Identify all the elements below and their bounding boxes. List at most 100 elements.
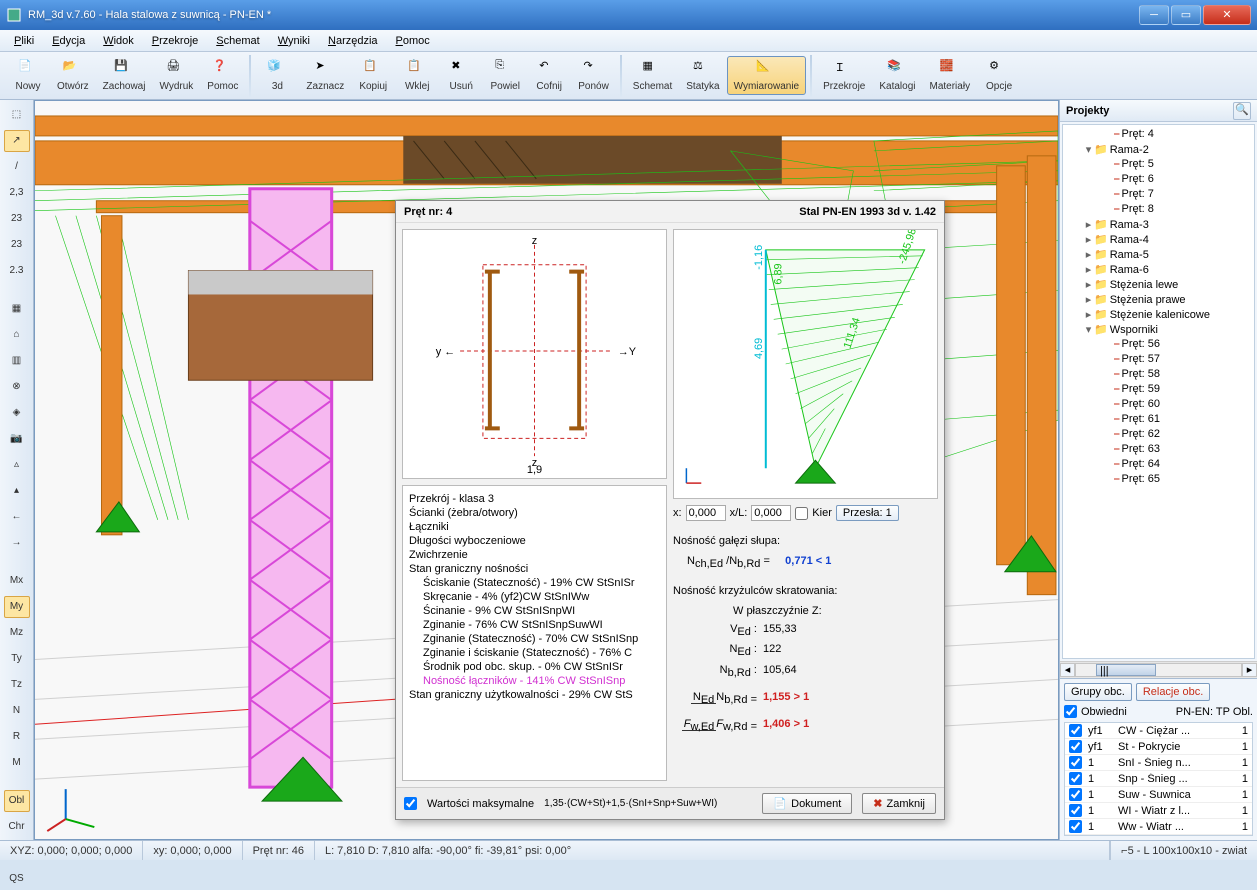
- load-row[interactable]: 1Snp - Śnieg ...1: [1065, 771, 1252, 787]
- tree-node[interactable]: ⎯Pręt: 4: [1063, 127, 1254, 142]
- tree-node[interactable]: ⎯Pręt: 8: [1063, 202, 1254, 217]
- result-row[interactable]: Skręcanie - 4% (yf2)CW StSnIWw: [409, 590, 660, 604]
- toolbar-opcje[interactable]: ⚙Opcje: [977, 56, 1021, 95]
- result-row[interactable]: Przekrój - klasa 3: [409, 492, 660, 506]
- toolbar-cofnij[interactable]: ↶Cofnij: [527, 56, 571, 95]
- left-tool[interactable]: 2.3: [4, 260, 30, 282]
- tree-node[interactable]: ▸📁Rama-6: [1063, 262, 1254, 277]
- tree-node[interactable]: ▸📁Stężenia lewe: [1063, 277, 1254, 292]
- left-tool[interactable]: ⌂: [4, 324, 30, 346]
- search-icon[interactable]: 🔍: [1233, 102, 1251, 120]
- left-tool[interactable]: My: [4, 596, 30, 618]
- tree-node[interactable]: ⎯Pręt: 56: [1063, 337, 1254, 352]
- toolbar-powiel[interactable]: ⎘Powiel: [483, 56, 527, 95]
- maximize-button[interactable]: ▭: [1171, 5, 1201, 25]
- left-tool[interactable]: Chr: [4, 816, 30, 838]
- zamknij-button[interactable]: ✖ Zamknij: [862, 793, 936, 814]
- relacje-button[interactable]: Relacje obc.: [1136, 683, 1211, 701]
- left-tool[interactable]: ▵: [4, 454, 30, 476]
- tree-node[interactable]: ⎯Pręt: 58: [1063, 367, 1254, 382]
- left-tool[interactable]: ↗: [4, 130, 30, 152]
- menu-schemat[interactable]: Schemat: [208, 33, 267, 49]
- left-tool[interactable]: N: [4, 700, 30, 722]
- tree-node[interactable]: ▾📁Wsporniki: [1063, 322, 1254, 337]
- toolbar-kopiuj[interactable]: 📋Kopiuj: [351, 56, 395, 95]
- tree-node[interactable]: ⎯Pręt: 61: [1063, 412, 1254, 427]
- wartosci-checkbox[interactable]: [404, 797, 417, 810]
- left-tool[interactable]: 23: [4, 234, 30, 256]
- left-tool[interactable]: ▦: [4, 298, 30, 320]
- toolbar-katalogi[interactable]: 📚Katalogi: [872, 56, 922, 95]
- close-button[interactable]: ✕: [1203, 5, 1251, 25]
- left-tool[interactable]: ←: [4, 506, 30, 528]
- toolbar-materiały[interactable]: 🧱Materiały: [923, 56, 978, 95]
- grupy-button[interactable]: Grupy obc.: [1064, 683, 1132, 701]
- menu-wyniki[interactable]: Wyniki: [270, 33, 318, 49]
- result-row[interactable]: Zginanie i ściskanie (Stateczność) - 76%…: [409, 646, 660, 660]
- left-tool[interactable]: M: [4, 752, 30, 774]
- tree-node[interactable]: ⎯Pręt: 57: [1063, 352, 1254, 367]
- toolbar-pomoc[interactable]: ❓Pomoc: [200, 56, 245, 95]
- left-tool[interactable]: 📷: [4, 428, 30, 450]
- result-row[interactable]: Ściskanie (Stateczność) - 19% CW StSnISr: [409, 576, 660, 590]
- tree-node[interactable]: ⎯Pręt: 62: [1063, 427, 1254, 442]
- left-tool[interactable]: QS: [4, 868, 30, 890]
- result-row[interactable]: Stan graniczny użytkowalności - 29% CW S…: [409, 688, 660, 702]
- left-tool[interactable]: Mx: [4, 570, 30, 592]
- x-input[interactable]: [686, 505, 726, 521]
- left-tool[interactable]: ◈: [4, 402, 30, 424]
- toolbar-zaznacz[interactable]: ➤Zaznacz: [299, 56, 351, 95]
- left-tool[interactable]: Ty: [4, 648, 30, 670]
- tree-node[interactable]: ⎯Pręt: 59: [1063, 382, 1254, 397]
- toolbar-ponów[interactable]: ↷Ponów: [571, 56, 616, 95]
- result-row[interactable]: Zginanie - 76% CW StSnISnpSuwWI: [409, 618, 660, 632]
- load-row[interactable]: yf1CW - Ciężar ...1: [1065, 723, 1252, 739]
- toolbar-3d[interactable]: 🧊3d: [255, 56, 299, 95]
- toolbar-wymiarowanie[interactable]: 📐Wymiarowanie: [727, 56, 806, 95]
- left-tool[interactable]: 2,3: [4, 182, 30, 204]
- cross-section-panel[interactable]: z z y ← →Y 1,9: [402, 229, 667, 479]
- results-list[interactable]: Przekrój - klasa 3Ścianki (żebra/otwory)…: [402, 485, 667, 781]
- obwiedni-checkbox[interactable]: [1064, 705, 1077, 718]
- result-row[interactable]: Stan graniczny nośności: [409, 562, 660, 576]
- minimize-button[interactable]: ─: [1139, 5, 1169, 25]
- left-tool[interactable]: /: [4, 156, 30, 178]
- project-tree[interactable]: ⎯Pręt: 4▾📁Rama-2⎯Pręt: 5⎯Pręt: 6⎯Pręt: 7…: [1062, 124, 1255, 659]
- toolbar-przekroje[interactable]: ＩPrzekroje: [816, 56, 872, 95]
- toolbar-wklej[interactable]: 📋Wklej: [395, 56, 439, 95]
- result-row[interactable]: Długości wyboczeniowe: [409, 534, 660, 548]
- tree-hscrollbar[interactable]: ◂ |||▸: [1060, 661, 1257, 678]
- menu-widok[interactable]: Widok: [95, 33, 142, 49]
- tree-node[interactable]: ⎯Pręt: 5: [1063, 157, 1254, 172]
- left-tool[interactable]: R: [4, 726, 30, 748]
- dokument-button[interactable]: 📄 Dokument: [762, 793, 852, 814]
- load-row[interactable]: yf1St - Pokrycie1: [1065, 739, 1252, 755]
- tree-node[interactable]: ⎯Pręt: 7: [1063, 187, 1254, 202]
- result-row[interactable]: Ścianki (żebra/otwory): [409, 506, 660, 520]
- left-tool[interactable]: ⬚: [4, 104, 30, 126]
- przesla-button[interactable]: Przesła: 1: [836, 505, 899, 521]
- toolbar-zachowaj[interactable]: 💾Zachowaj: [96, 56, 153, 95]
- result-row[interactable]: Zwichrzenie: [409, 548, 660, 562]
- left-tool[interactable]: 23: [4, 208, 30, 230]
- force-diagram[interactable]: -245,98 111,34 6,89 4,69 -1,16: [673, 229, 938, 499]
- load-row[interactable]: 1Ww - Wiatr ...1: [1065, 819, 1252, 835]
- load-row[interactable]: 1Suw - Suwnica1: [1065, 787, 1252, 803]
- toolbar-statyka[interactable]: ⚖Statyka: [679, 56, 726, 95]
- result-row[interactable]: Środnik pod obc. skup. - 0% CW StSnISr: [409, 660, 660, 674]
- left-tool[interactable]: ▴: [4, 480, 30, 502]
- result-row[interactable]: Nośność łączników - 141% CW StSnISnp: [409, 674, 660, 688]
- tree-node[interactable]: ▸📁Stężenia prawe: [1063, 292, 1254, 307]
- load-list[interactable]: yf1CW - Ciężar ...1yf1St - Pokrycie11SnI…: [1064, 722, 1253, 836]
- toolbar-otwórz[interactable]: 📂Otwórz: [50, 56, 96, 95]
- tree-node[interactable]: ⎯Pręt: 6: [1063, 172, 1254, 187]
- tree-node[interactable]: ▾📁Rama-2: [1063, 142, 1254, 157]
- left-tool[interactable]: Obl: [4, 790, 30, 812]
- result-row[interactable]: Ścinanie - 9% CW StSnISnpWI: [409, 604, 660, 618]
- menu-narzędzia[interactable]: Narzędzia: [320, 33, 386, 49]
- menu-pomoc[interactable]: Pomoc: [388, 33, 438, 49]
- toolbar-wydruk[interactable]: 🖨Wydruk: [152, 56, 200, 95]
- tree-node[interactable]: ▸📁Rama-3: [1063, 217, 1254, 232]
- result-row[interactable]: Łączniki: [409, 520, 660, 534]
- tree-node[interactable]: ⎯Pręt: 63: [1063, 442, 1254, 457]
